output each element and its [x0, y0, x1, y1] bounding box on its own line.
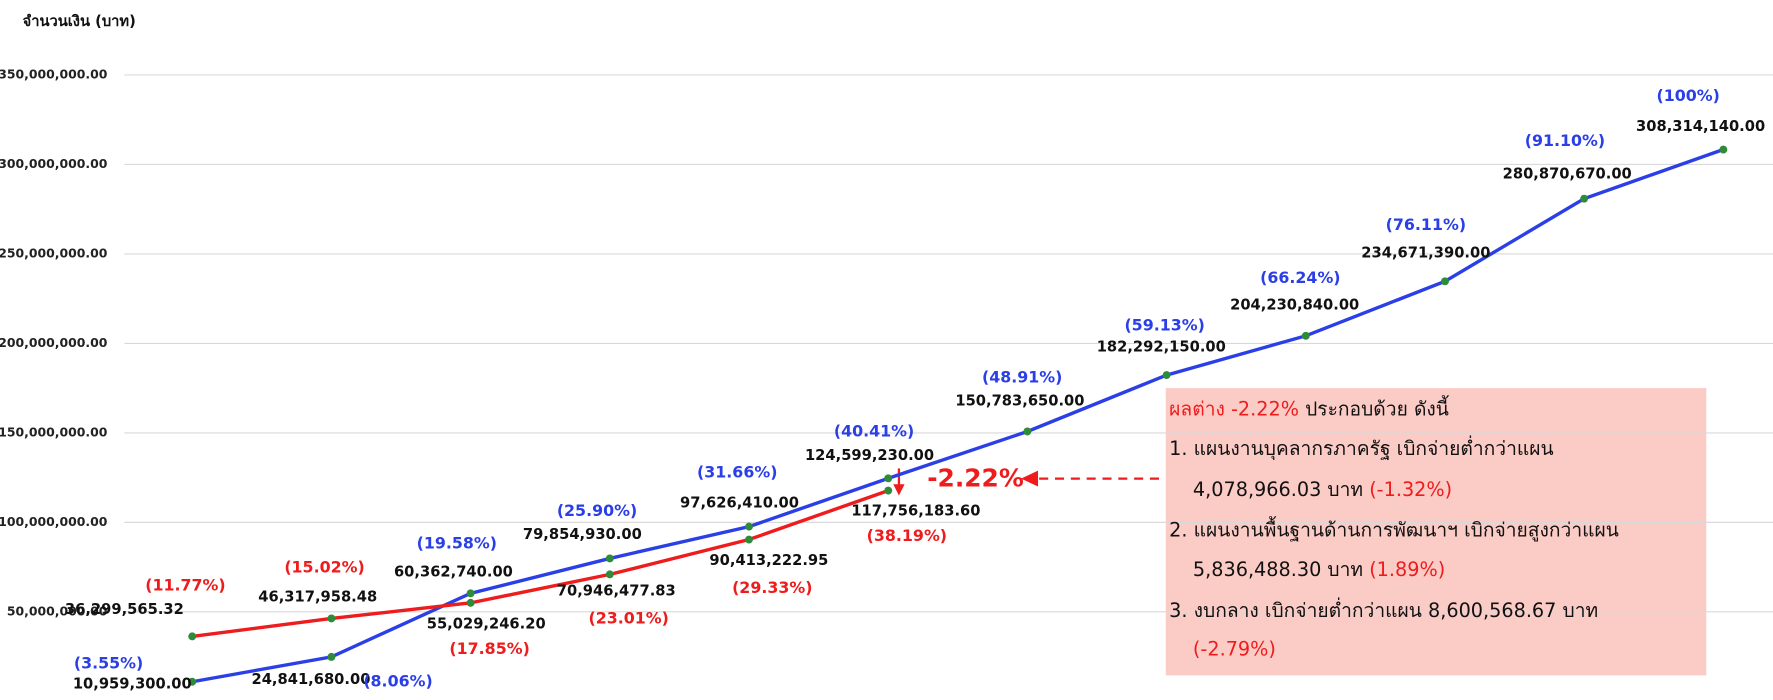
y-tick-label: 250,000,000.00 — [0, 245, 108, 260]
value-label: 70,946,477.83 — [557, 583, 676, 600]
value-label: 204,230,840.00 — [1230, 297, 1359, 314]
value-label: 150,783,650.00 — [955, 393, 1084, 410]
value-label: 55,029,246.20 — [427, 615, 546, 632]
box-line-part: 2. แผนงานพื้นฐานด้านการพัฒนาฯ เบิกจ่ายสู… — [1169, 515, 1619, 541]
box-line: 5,836,488.30 บาท (1.89%) — [1193, 558, 1445, 581]
point-marker — [605, 570, 614, 579]
point-marker — [745, 522, 753, 531]
y-tick-label: 300,000,000.00 — [0, 156, 108, 171]
percent-label: (91.10%) — [1525, 131, 1605, 150]
percent-label: (15.02%) — [284, 557, 364, 576]
y-tick-label: 150,000,000.00 — [0, 424, 108, 439]
box-heading-part: ประกอบด้วย ดังนี้ — [1299, 394, 1449, 420]
point-marker — [327, 614, 336, 623]
box-line-part: 3. งบกลาง เบิกจ่ายต่ำกว่าแผน 8,600,568.6… — [1169, 596, 1598, 621]
point-marker — [884, 474, 893, 483]
box-line-part: 5,836,488.30 บาท — [1193, 558, 1369, 581]
point-marker — [1441, 277, 1449, 286]
box-line-part: 4,078,966.03 บาท — [1193, 477, 1369, 500]
value-label: 79,854,930.00 — [523, 526, 642, 543]
box-line-part: 1. แผนงานบุคลากรภาครัฐ เบิกจ่ายต่ำกว่าแผ… — [1169, 435, 1553, 461]
y-tick-label: 100,000,000.00 — [0, 514, 108, 529]
value-label: 97,626,410.00 — [680, 494, 799, 511]
down-arrow-head — [893, 484, 905, 496]
box-line-part: (1.89%) — [1369, 558, 1445, 581]
box-heading-part: ผลต่าง -2.22% — [1169, 397, 1299, 420]
percent-label: (59.13%) — [1124, 315, 1204, 334]
value-label: 10,959,300.00 — [73, 675, 192, 692]
box-line: 1. แผนงานบุคลากรภาครัฐ เบิกจ่ายต่ำกว่าแผ… — [1169, 435, 1553, 461]
percent-label: (76.11%) — [1386, 215, 1466, 234]
percent-label: (31.66%) — [697, 462, 777, 481]
point-marker — [1719, 145, 1728, 154]
arrow-head — [1021, 470, 1039, 487]
percent-label: (17.85%) — [449, 639, 529, 658]
box-line-part: (-1.32%) — [1369, 477, 1452, 500]
percent-label: (38.19%) — [867, 526, 947, 545]
point-marker — [1023, 427, 1032, 436]
percent-label: (3.55%) — [74, 654, 143, 673]
y-tick-label: 200,000,000.00 — [0, 335, 108, 350]
percent-label: (40.41%) — [834, 422, 914, 441]
percent-label: (29.33%) — [732, 578, 812, 597]
value-label: 280,870,670.00 — [1503, 165, 1632, 182]
y-tick-label: 50,000,000.00 — [7, 603, 108, 618]
difference-label: -2.22% — [927, 464, 1024, 493]
value-label: 117,756,183.60 — [851, 502, 980, 519]
value-label: 60,362,740.00 — [394, 563, 513, 580]
percent-label: (66.24%) — [1260, 268, 1340, 287]
value-label: 234,671,390.00 — [1361, 245, 1490, 262]
value-label: 36,299,565.32 — [65, 601, 184, 618]
value-label: 24,841,680.00 — [251, 671, 370, 688]
box-line-part: (-2.79%) — [1193, 637, 1276, 660]
value-label: 308,314,140.00 — [1636, 118, 1765, 135]
point-marker — [188, 632, 197, 641]
box-line: (-2.79%) — [1193, 637, 1276, 660]
percent-label: (100%) — [1657, 86, 1720, 105]
point-marker — [884, 486, 893, 495]
value-label: 90,413,222.95 — [709, 552, 828, 569]
point-marker — [1162, 371, 1171, 380]
annotation-box — [1165, 388, 1707, 676]
box-line: 2. แผนงานพื้นฐานด้านการพัฒนาฯ เบิกจ่ายสู… — [1169, 515, 1619, 541]
point-marker — [188, 677, 197, 686]
point-marker — [1301, 331, 1310, 340]
point-marker — [327, 652, 336, 661]
percent-label: (19.58%) — [417, 534, 497, 553]
value-label: 182,292,150.00 — [1097, 338, 1226, 355]
y-tick-label: 350,000,000.00 — [0, 66, 108, 81]
percent-label: (48.91%) — [982, 367, 1062, 386]
point-marker — [466, 589, 475, 598]
value-label: 124,599,230.00 — [805, 447, 934, 464]
box-line: 3. งบกลาง เบิกจ่ายต่ำกว่าแผน 8,600,568.6… — [1169, 596, 1598, 621]
point-marker — [1580, 194, 1589, 203]
percent-label: (23.01%) — [588, 608, 668, 627]
point-marker — [745, 535, 753, 544]
y-axis-label: จำนวนเงิน (บาท) — [23, 13, 136, 30]
box-line: 4,078,966.03 บาท (-1.32%) — [1193, 477, 1452, 500]
percent-label: (11.77%) — [145, 576, 225, 595]
percent-label: (8.06%) — [363, 672, 432, 691]
value-label: 46,317,958.48 — [258, 588, 377, 605]
percent-label: (25.90%) — [557, 501, 637, 520]
point-marker — [466, 598, 475, 607]
point-marker — [605, 554, 614, 563]
series-line — [192, 488, 889, 639]
box-heading: ผลต่าง -2.22% ประกอบด้วย ดังนี้ — [1169, 394, 1449, 420]
